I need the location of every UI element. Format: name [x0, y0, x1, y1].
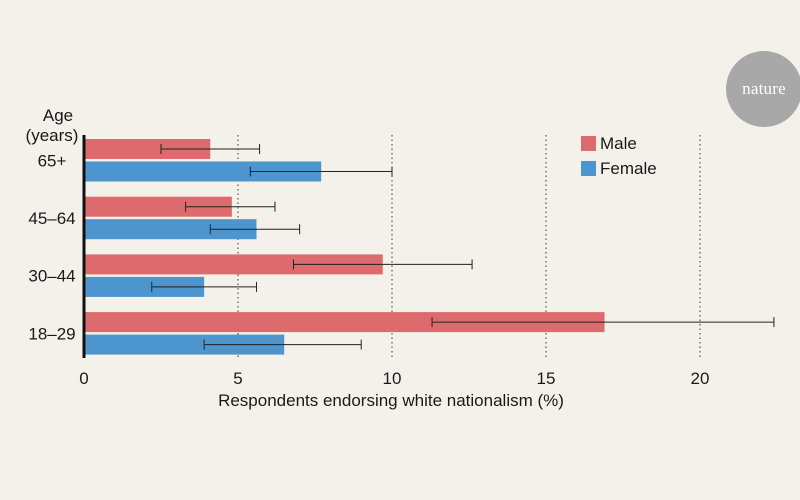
x-axis-label: Respondents endorsing white nationalism … [218, 391, 564, 410]
y-axis-title-line1: Age [43, 106, 73, 125]
bar-female-3 [84, 334, 285, 355]
bar-male-3 [84, 312, 605, 333]
legend-label-male: Male [600, 134, 637, 153]
bar-male-0 [84, 139, 211, 159]
nature-logo: nature [726, 51, 800, 127]
legend-label-female: Female [600, 159, 657, 178]
bars [84, 139, 605, 355]
x-tick-label: 15 [537, 369, 556, 388]
y-category-label: 65+ [38, 151, 67, 170]
bar-female-1 [84, 219, 257, 240]
x-tick-label: 20 [691, 369, 710, 388]
x-tick-labels: 0 5 10 15 20 [79, 369, 709, 388]
bar-female-2 [84, 276, 205, 297]
error-bars [151, 144, 775, 350]
x-tick-label: 10 [383, 369, 402, 388]
y-category-label: 18–29 [28, 324, 75, 343]
bar-male-2 [84, 254, 383, 275]
x-tick-label: 0 [79, 369, 88, 388]
y-category-labels: 65+ 45–64 30–44 18–29 [28, 151, 75, 343]
y-axis-title-line2: (years) [26, 126, 79, 145]
bar-female-0 [84, 161, 322, 182]
bar-male-1 [84, 196, 232, 217]
y-category-label: 30–44 [28, 267, 75, 286]
y-category-label: 45–64 [28, 209, 75, 228]
legend: Male Female [581, 134, 657, 178]
x-tick-label: 5 [233, 369, 242, 388]
legend-swatch-female [581, 161, 596, 176]
legend-swatch-male [581, 136, 596, 151]
